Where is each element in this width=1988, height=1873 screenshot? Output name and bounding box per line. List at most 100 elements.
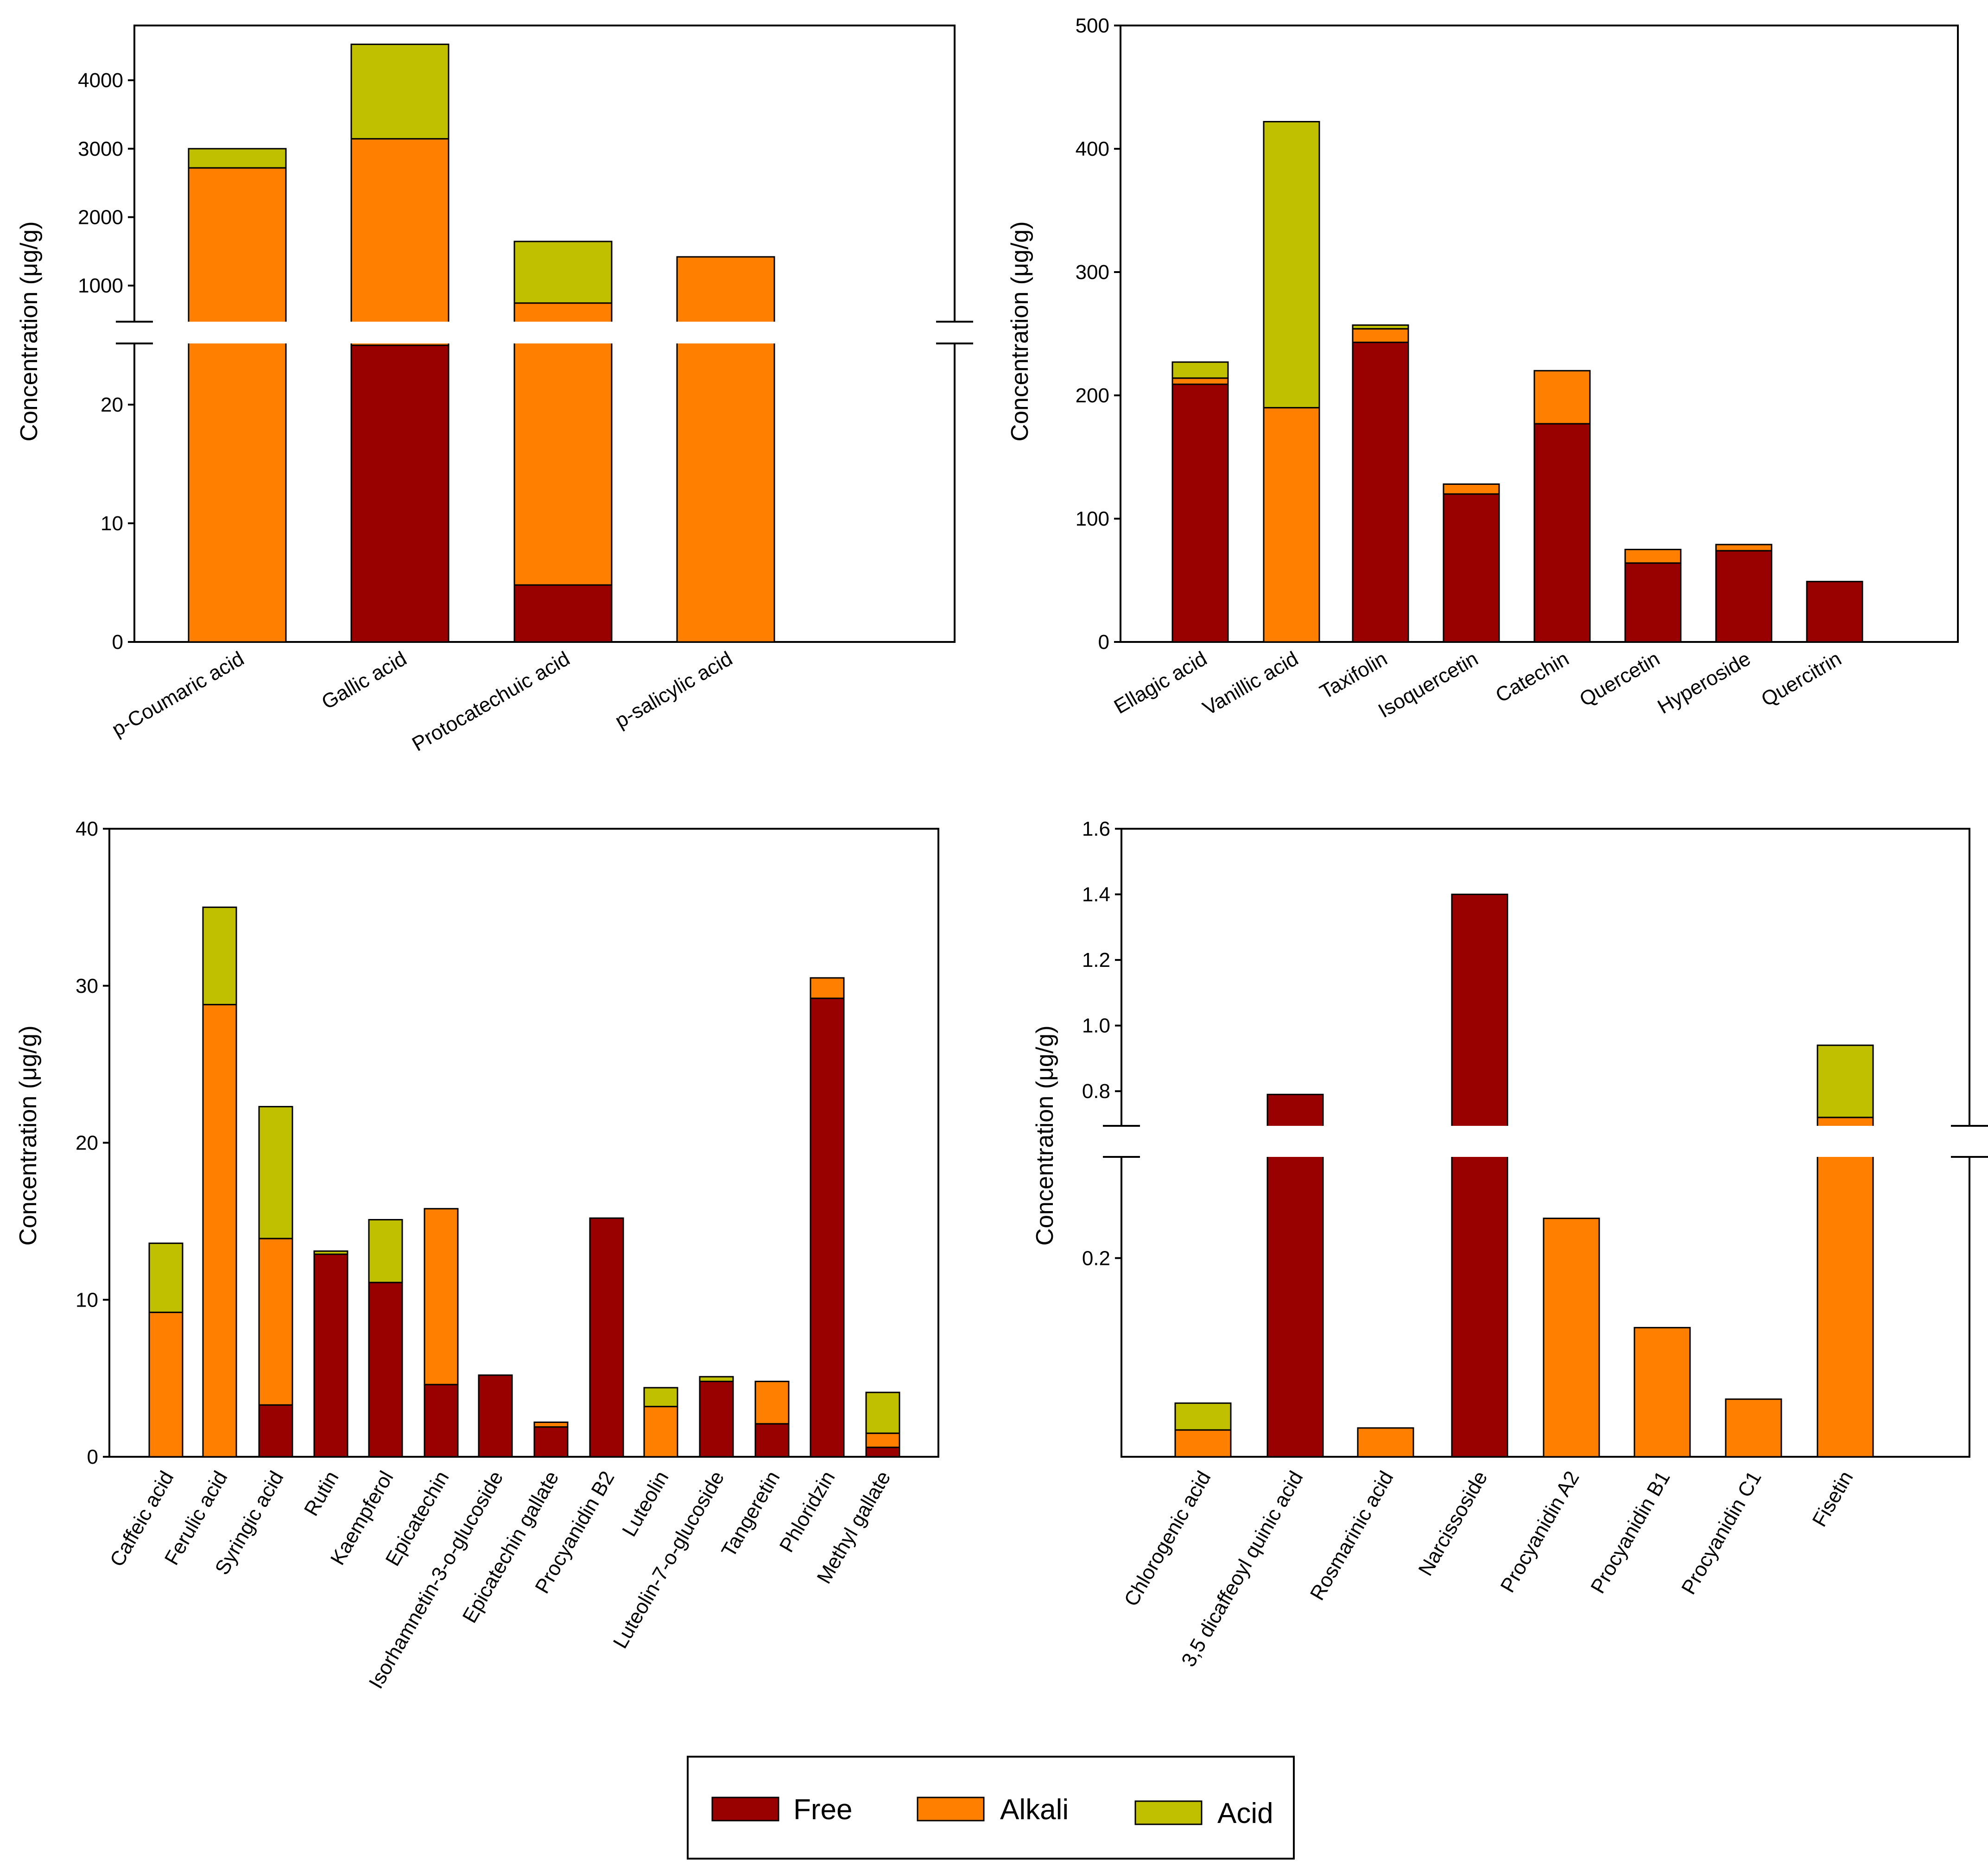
- bar-acid: [188, 148, 287, 169]
- bar-alkali: [1624, 549, 1682, 564]
- y-tick-label: 1.6: [1082, 818, 1110, 840]
- bar-alkali: [865, 1432, 900, 1448]
- y-tick-label: 0: [87, 1446, 98, 1468]
- bar-acid: [1352, 324, 1409, 330]
- y-tick-label: 20: [76, 1132, 98, 1155]
- bar-alkali: [1263, 407, 1320, 643]
- legend-swatch-alkali: [917, 1797, 985, 1822]
- legend-label-alkali: Alkali: [1000, 1794, 1069, 1826]
- y-tick-label: 400: [1076, 138, 1109, 160]
- bar-free: [533, 1426, 569, 1458]
- bar-alkali: [202, 1003, 237, 1458]
- bar-free: [810, 997, 845, 1458]
- bar-free: [424, 1384, 459, 1458]
- y-tick-label: 3000: [78, 138, 123, 160]
- panel-b-ylabel: Concentration (μg/g): [1007, 221, 1033, 441]
- y-tick-label: 1000: [78, 274, 123, 297]
- bar-free: [1171, 383, 1229, 643]
- y-tick-label: 10: [101, 512, 123, 535]
- axis-break-gap: [1108, 1126, 1983, 1157]
- y-tick-label: 300: [1076, 261, 1109, 284]
- y-tick-label: 500: [1076, 14, 1109, 37]
- bar-alkali: [424, 1208, 459, 1385]
- bar-acid: [350, 44, 450, 140]
- bar-free: [258, 1404, 293, 1458]
- bar-acid: [699, 1376, 734, 1382]
- bar-free: [478, 1374, 513, 1458]
- bar-free: [1806, 581, 1863, 643]
- y-tick-label: 40: [76, 818, 98, 840]
- y-tick-label: 0: [1098, 631, 1109, 654]
- bar-acid: [1263, 121, 1320, 409]
- bar-alkali: [1174, 1429, 1232, 1458]
- bar-alkali: [513, 302, 613, 586]
- bar-free: [754, 1423, 790, 1458]
- y-tick-label: 100: [1076, 508, 1109, 530]
- bar-alkali: [1443, 483, 1500, 495]
- bar-acid: [202, 906, 237, 1005]
- legend-label-acid: Acid: [1217, 1797, 1273, 1829]
- bar-free: [699, 1380, 734, 1458]
- bar-free: [1715, 550, 1773, 643]
- bar-alkali: [1357, 1427, 1414, 1458]
- bar-alkali: [1543, 1218, 1600, 1458]
- bar-acid: [148, 1242, 184, 1313]
- bar-alkali: [676, 256, 775, 643]
- y-tick-label: 0.8: [1082, 1080, 1110, 1103]
- bar-acid: [1817, 1044, 1874, 1118]
- bar-alkali: [1171, 377, 1229, 385]
- y-tick-label: 20: [101, 394, 123, 416]
- bar-alkali: [533, 1421, 569, 1428]
- bar-free: [350, 344, 450, 643]
- panel-a-ylabel: Concentration (μg/g): [16, 221, 43, 441]
- bar-alkali: [1817, 1117, 1874, 1458]
- bar-alkali: [1715, 544, 1773, 552]
- legend: Free Alkali Acid: [687, 1756, 1295, 1860]
- bar-free: [1624, 562, 1682, 643]
- bar-acid: [368, 1219, 403, 1283]
- bar-alkali: [350, 138, 450, 346]
- y-tick-label: 0: [112, 631, 123, 654]
- bar-free: [313, 1253, 348, 1458]
- bar-alkali: [148, 1311, 184, 1458]
- bar-acid: [1171, 361, 1229, 379]
- bar-acid: [1174, 1402, 1232, 1431]
- bar-alkali: [1533, 370, 1591, 425]
- panel-b: Concentration (μg/g) 0100200300400500Ell…: [1007, 14, 1959, 723]
- panel-d-ylabel: Concentration (μg/g): [1032, 1025, 1058, 1245]
- y-tick-label: 0.2: [1082, 1247, 1110, 1270]
- y-tick-label: 10: [76, 1289, 98, 1311]
- y-tick-label: 1.0: [1082, 1015, 1110, 1037]
- y-tick-label: 1.4: [1082, 883, 1110, 906]
- bar-acid: [313, 1250, 348, 1255]
- bar-free: [368, 1282, 403, 1458]
- y-tick-label: 200: [1076, 384, 1109, 407]
- legend-label-free: Free: [793, 1794, 852, 1826]
- bar-free: [865, 1447, 900, 1458]
- bar-alkali: [1352, 328, 1409, 343]
- bar-alkali: [1725, 1398, 1782, 1458]
- bar-free: [1352, 342, 1409, 643]
- legend-swatch-acid: [1134, 1800, 1203, 1825]
- bar-acid: [865, 1391, 900, 1434]
- panel-c-ylabel: Concentration (μg/g): [15, 1025, 42, 1245]
- bar-alkali: [258, 1238, 293, 1406]
- bar-alkali: [754, 1380, 790, 1425]
- bar-free: [1443, 493, 1500, 643]
- bar-alkali: [1633, 1327, 1691, 1458]
- y-tick-label: 2000: [78, 206, 123, 229]
- bar-alkali: [643, 1406, 678, 1458]
- axis-break-gap: [120, 322, 969, 343]
- y-tick-label: 30: [76, 975, 98, 997]
- bar-free: [1533, 423, 1591, 643]
- bar-acid: [513, 241, 613, 304]
- bar-acid: [643, 1387, 678, 1408]
- y-tick-label: 1.2: [1082, 949, 1110, 971]
- bar-acid: [258, 1106, 293, 1239]
- bar-free: [1451, 894, 1508, 1458]
- legend-swatch-free: [711, 1797, 779, 1822]
- bar-alkali: [810, 977, 845, 999]
- bar-alkali: [188, 167, 287, 643]
- y-tick-label: 4000: [78, 69, 123, 92]
